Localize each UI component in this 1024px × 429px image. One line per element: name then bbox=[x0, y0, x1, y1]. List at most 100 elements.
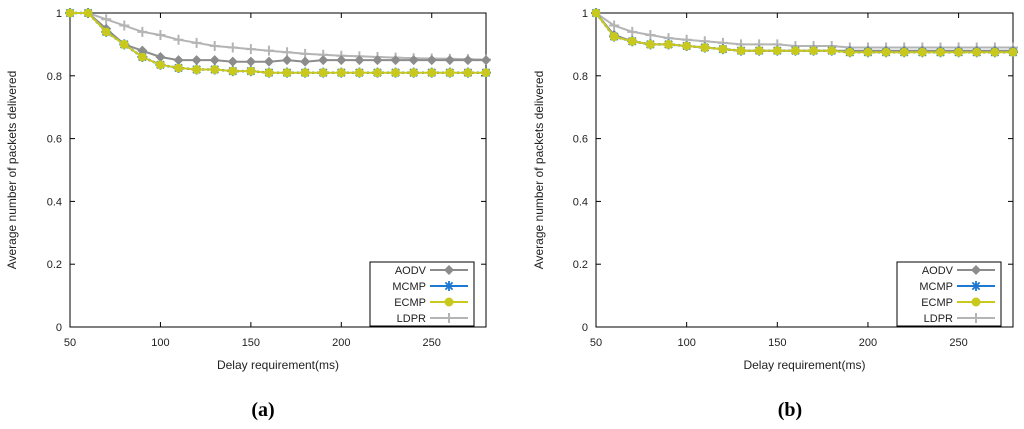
data-point bbox=[173, 55, 184, 66]
data-point bbox=[645, 39, 655, 49]
data-point bbox=[101, 14, 112, 25]
data-point bbox=[971, 297, 981, 307]
data-point bbox=[119, 39, 129, 49]
data-point bbox=[591, 8, 601, 18]
data-point bbox=[227, 42, 238, 53]
data-point bbox=[155, 29, 166, 40]
x-tick-label: 100 bbox=[151, 337, 169, 349]
series-mcmp bbox=[65, 8, 491, 78]
data-point bbox=[155, 51, 166, 62]
data-point bbox=[627, 36, 637, 46]
y-tick-label: 0.8 bbox=[47, 71, 62, 83]
data-point bbox=[917, 47, 927, 57]
data-point bbox=[772, 46, 782, 56]
x-tick-label: 50 bbox=[64, 337, 76, 349]
legend-label: LDPR bbox=[397, 313, 426, 325]
data-point bbox=[444, 265, 454, 275]
data-point bbox=[228, 66, 238, 76]
data-point bbox=[245, 56, 256, 67]
data-point bbox=[65, 8, 75, 18]
data-point bbox=[391, 68, 401, 78]
data-point bbox=[645, 29, 656, 40]
series-line-ldpr bbox=[70, 12, 487, 61]
x-tick-label: 250 bbox=[423, 337, 441, 349]
x-tick-label: 200 bbox=[332, 337, 350, 349]
y-tick-label: 0.4 bbox=[573, 196, 588, 208]
data-point bbox=[336, 55, 347, 66]
data-point bbox=[354, 68, 364, 78]
data-point bbox=[682, 41, 692, 51]
data-point bbox=[119, 20, 130, 31]
legend-label: MCMP bbox=[392, 281, 426, 293]
data-point bbox=[137, 26, 148, 37]
legend: AODV MCMP ECMP LDPR bbox=[369, 261, 475, 327]
data-point bbox=[173, 34, 184, 45]
series-line-mcmp bbox=[70, 11, 486, 74]
data-point bbox=[191, 37, 202, 48]
x-axis-label: Delay requirement(ms) bbox=[743, 358, 865, 372]
data-point bbox=[664, 39, 674, 49]
figure-caption: (a) bbox=[251, 399, 274, 421]
legend-item-ldpr: LDPR bbox=[397, 313, 468, 325]
data-point bbox=[736, 46, 746, 56]
y-tick-label: 0.2 bbox=[47, 259, 62, 271]
legend-label: ECMP bbox=[921, 297, 953, 309]
data-point bbox=[209, 40, 220, 51]
legend-label: AODV bbox=[395, 265, 427, 277]
data-point bbox=[426, 55, 437, 66]
data-point bbox=[191, 55, 202, 66]
legend-box bbox=[369, 261, 475, 327]
series-line-ecmp bbox=[70, 12, 486, 74]
y-tick-label: 1 bbox=[582, 8, 588, 20]
data-point bbox=[444, 55, 455, 66]
x-tick-label: 200 bbox=[859, 337, 877, 349]
data-point bbox=[372, 55, 383, 66]
x-tick-label: 100 bbox=[677, 337, 695, 349]
data-point bbox=[481, 55, 491, 66]
data-point bbox=[192, 65, 202, 75]
data-point bbox=[300, 56, 311, 67]
data-point bbox=[609, 20, 620, 31]
data-point bbox=[137, 52, 147, 62]
legend-item-mcmp: MCMP bbox=[919, 281, 995, 293]
data-point bbox=[210, 65, 220, 75]
legend-item-ecmp: ECMP bbox=[394, 297, 468, 309]
data-point bbox=[971, 313, 981, 323]
series-line-aodv bbox=[70, 12, 486, 63]
y-axis-label: Average number of packets delivered bbox=[532, 71, 546, 270]
legend-label: ECMP bbox=[394, 297, 426, 309]
plot-frame bbox=[69, 12, 487, 328]
data-point bbox=[445, 68, 455, 78]
data-point bbox=[444, 281, 454, 291]
plot-frame bbox=[595, 12, 1014, 328]
data-point bbox=[863, 47, 873, 57]
x-tick-label: 150 bbox=[242, 337, 260, 349]
data-point bbox=[263, 45, 274, 56]
series-ldpr bbox=[65, 8, 491, 65]
y-axis-label: Average number of packets delivered bbox=[5, 71, 19, 270]
data-point bbox=[899, 47, 909, 57]
data-point bbox=[827, 46, 837, 56]
data-point bbox=[609, 32, 619, 42]
data-point bbox=[972, 47, 982, 57]
x-axis-label: Delay requirement(ms) bbox=[217, 358, 339, 372]
y-tick-label: 0 bbox=[56, 322, 62, 334]
series-ecmp bbox=[591, 8, 1018, 57]
data-point bbox=[264, 68, 274, 78]
data-point bbox=[372, 68, 382, 78]
data-point bbox=[809, 46, 819, 56]
y-tick-label: 0.6 bbox=[47, 134, 62, 146]
data-point bbox=[408, 55, 419, 66]
legend-item-aodv: AODV bbox=[395, 265, 468, 277]
y-tick-label: 0 bbox=[582, 322, 588, 334]
data-point bbox=[354, 55, 365, 66]
data-point bbox=[627, 26, 638, 37]
data-point bbox=[845, 47, 855, 57]
legend-item-ldpr: LDPR bbox=[924, 313, 995, 325]
data-point bbox=[137, 45, 148, 56]
legend-label: LDPR bbox=[924, 313, 953, 325]
data-point bbox=[282, 68, 292, 78]
data-point bbox=[427, 68, 437, 78]
x-tick-label: 150 bbox=[768, 337, 786, 349]
